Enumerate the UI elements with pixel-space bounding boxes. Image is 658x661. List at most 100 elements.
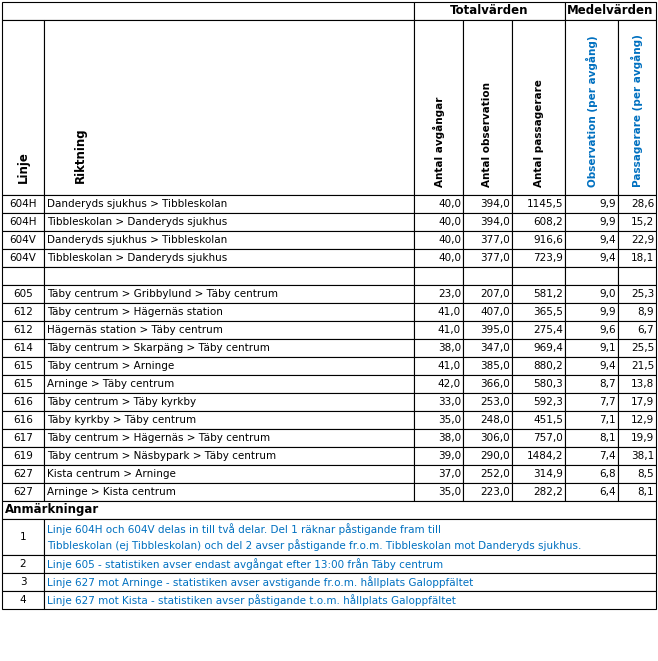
Bar [565,339,618,357]
Bar [2,411,44,429]
Text: 4: 4 [20,595,26,605]
Bar [512,411,565,429]
Text: 41,0: 41,0 [438,361,461,371]
Text: 385,0: 385,0 [480,361,510,371]
Bar [565,483,618,501]
Text: 38,1: 38,1 [631,451,654,461]
Bar [618,375,656,393]
Bar [2,231,44,249]
Text: 377,0: 377,0 [480,253,510,263]
Bar [512,267,565,285]
Text: Täby centrum > Arninge: Täby centrum > Arninge [47,361,174,371]
Text: 604V: 604V [10,253,36,263]
Text: Passagerare (per avgång): Passagerare (per avgång) [631,34,643,187]
Text: Observation (per avgång): Observation (per avgång) [586,36,597,187]
Text: 592,3: 592,3 [533,397,563,407]
Bar [2,267,44,285]
Text: 580,3: 580,3 [533,379,563,389]
Bar [414,357,463,375]
Text: 13,8: 13,8 [631,379,654,389]
Text: 35,0: 35,0 [438,487,461,497]
Text: 22,9: 22,9 [631,235,654,245]
Bar [565,375,618,393]
Bar [512,321,565,339]
Bar [512,195,565,213]
Text: 314,9: 314,9 [533,469,563,479]
Bar [2,573,44,591]
Bar [565,429,618,447]
Bar [565,213,618,231]
Bar [565,249,618,267]
Text: 8,9: 8,9 [638,307,654,317]
Bar [463,429,512,447]
Bar [2,393,44,411]
Bar [414,465,463,483]
Text: 23,0: 23,0 [438,289,461,299]
Text: 17,9: 17,9 [631,397,654,407]
Bar [44,195,414,213]
Bar [44,429,414,447]
Text: 223,0: 223,0 [480,487,510,497]
Text: Täby centrum > Näsbypark > Täby centrum: Täby centrum > Näsbypark > Täby centrum [47,451,276,461]
Text: Täby centrum > Täby kyrkby: Täby centrum > Täby kyrkby [47,397,196,407]
Bar [2,483,44,501]
Bar [2,339,44,357]
Text: Linje 627 mot Arninge - statistiken avser avstigande fr.o.m. hållplats Galoppfäl: Linje 627 mot Arninge - statistiken avse… [47,576,473,588]
Text: 6,7: 6,7 [638,325,654,335]
Text: 2: 2 [20,559,26,569]
Text: 604V: 604V [10,235,36,245]
Text: 306,0: 306,0 [480,433,510,443]
Bar [618,20,656,195]
Text: 40,0: 40,0 [438,217,461,227]
Text: 33,0: 33,0 [438,397,461,407]
Text: Kista centrum > Arninge: Kista centrum > Arninge [47,469,176,479]
Text: 19,9: 19,9 [631,433,654,443]
Bar [463,465,512,483]
Bar [463,267,512,285]
Bar [44,519,656,555]
Text: 15,2: 15,2 [631,217,654,227]
Bar [2,249,44,267]
Text: 9,9: 9,9 [599,217,616,227]
Text: 282,2: 282,2 [533,487,563,497]
Text: 8,5: 8,5 [638,469,654,479]
Text: Arninge > Täby centrum: Arninge > Täby centrum [47,379,174,389]
Bar [414,375,463,393]
Text: Danderyds sjukhus > Tibbleskolan: Danderyds sjukhus > Tibbleskolan [47,199,227,209]
Bar [463,249,512,267]
Text: 604H: 604H [9,217,37,227]
Text: 581,2: 581,2 [533,289,563,299]
Text: 9,4: 9,4 [599,235,616,245]
Bar [44,591,656,609]
Bar [512,483,565,501]
Bar [512,429,565,447]
Bar [463,303,512,321]
Bar [565,393,618,411]
Bar [414,321,463,339]
Bar [565,195,618,213]
Bar [565,303,618,321]
Text: 35,0: 35,0 [438,415,461,425]
Bar [463,231,512,249]
Text: 757,0: 757,0 [533,433,563,443]
Text: 7,7: 7,7 [599,397,616,407]
Text: 615: 615 [13,361,33,371]
Text: 6,8: 6,8 [599,469,616,479]
Text: 616: 616 [13,397,33,407]
Text: Danderyds sjukhus > Tibbleskolan: Danderyds sjukhus > Tibbleskolan [47,235,227,245]
Text: Linje 605 - statistiken avser endast avgångat efter 13:00 från Täby centrum: Linje 605 - statistiken avser endast avg… [47,558,443,570]
Bar [565,447,618,465]
Bar [512,20,565,195]
Text: 627: 627 [13,469,33,479]
Text: 614: 614 [13,343,33,353]
Bar [414,231,463,249]
Bar [565,357,618,375]
Text: 8,1: 8,1 [599,433,616,443]
Text: 723,9: 723,9 [533,253,563,263]
Text: 627: 627 [13,487,33,497]
Bar [512,393,565,411]
Bar [44,339,414,357]
Text: Tibbleskolan (ej Tibbleskolan) och del 2 avser påstigande fr.o.m. Tibbleskolan m: Tibbleskolan (ej Tibbleskolan) och del 2… [47,539,582,551]
Bar [565,231,618,249]
Text: 969,4: 969,4 [533,343,563,353]
